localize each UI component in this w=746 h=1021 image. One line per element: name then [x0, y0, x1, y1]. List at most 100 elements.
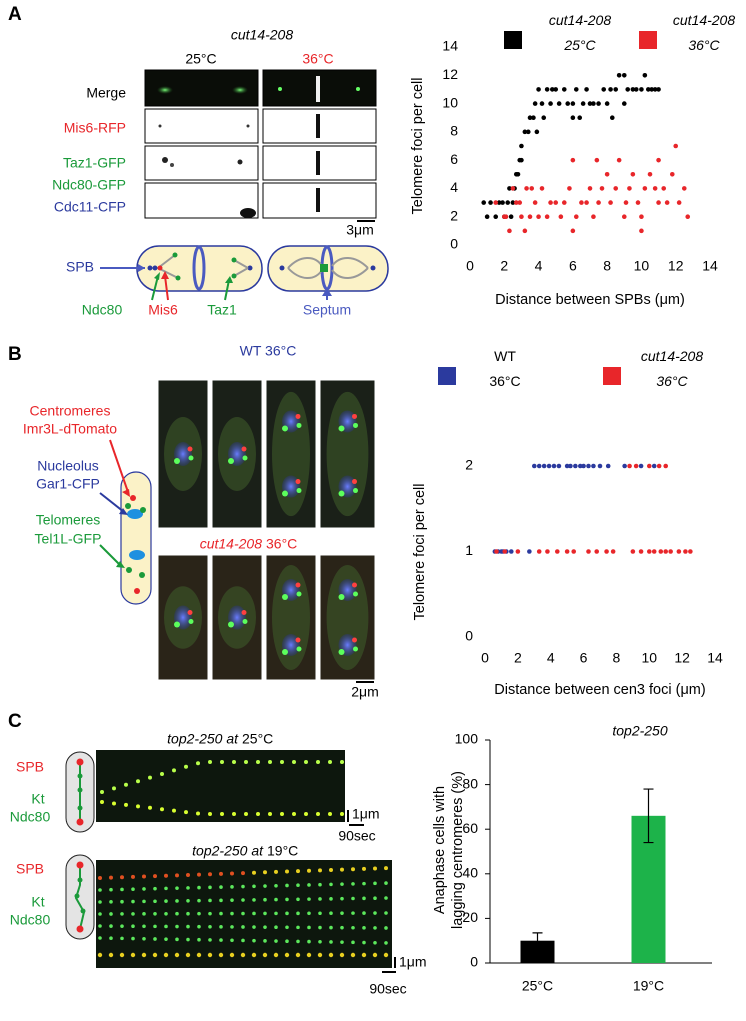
kymo-dot — [130, 952, 136, 958]
kymo-dot — [98, 900, 102, 904]
kymo-dot — [232, 812, 236, 816]
diagram-label: Tel1L-GFP — [35, 531, 102, 547]
spot — [353, 646, 358, 652]
kymo-dot — [153, 912, 157, 916]
kymo-dot — [317, 952, 323, 958]
legend-swatch — [603, 367, 621, 385]
kymo-dot — [304, 812, 308, 816]
diagram-label: Septum — [303, 302, 351, 318]
kymo-dot — [318, 897, 322, 901]
diagram-b — [99, 439, 152, 605]
kymo-dot — [307, 925, 311, 930]
point — [536, 463, 542, 469]
kymo-dot — [340, 812, 344, 816]
point — [656, 157, 661, 163]
row-label: Taz1-GFP — [63, 155, 126, 171]
diagram-label: Taz1 — [207, 302, 237, 318]
kymo-dot — [175, 911, 179, 916]
kymo-dot — [307, 939, 311, 944]
kymo-dot — [131, 924, 135, 929]
kymo-dot — [197, 924, 201, 929]
kymo-dot — [362, 881, 366, 886]
spot — [296, 591, 302, 597]
kymo-dot — [120, 936, 124, 941]
kymo-dot — [208, 938, 212, 942]
point — [532, 101, 538, 106]
point — [621, 214, 627, 220]
spot — [241, 446, 247, 452]
kymo-dot — [296, 883, 300, 888]
kymo-dot — [109, 924, 113, 928]
temp-label: 36°C — [302, 51, 333, 67]
point — [633, 463, 639, 469]
kymo-dot — [153, 899, 157, 904]
point — [548, 200, 553, 205]
spot — [353, 422, 358, 428]
kymo-dot — [120, 924, 124, 928]
kymo-dot — [160, 772, 164, 776]
kymo-dot — [230, 871, 234, 876]
spot — [352, 479, 357, 485]
point — [567, 186, 572, 191]
spot — [338, 594, 345, 600]
point — [613, 186, 619, 191]
kymo-dot — [274, 897, 278, 902]
kymo-dot — [98, 912, 102, 916]
spot — [282, 490, 288, 497]
kymo-dot — [163, 952, 169, 958]
kymo-dot — [218, 952, 224, 958]
point — [570, 228, 576, 234]
kymo-dot — [220, 812, 224, 816]
kymo-dot — [263, 897, 267, 902]
kymo-dot — [152, 952, 158, 958]
kymo-dot — [340, 760, 344, 764]
y-tick-label: 0 — [465, 628, 473, 644]
point — [630, 171, 636, 177]
kymo-dot — [256, 812, 260, 816]
x-tick-label: 4 — [535, 258, 543, 274]
row-label: Cdc11-CFP — [54, 199, 126, 215]
point — [573, 87, 579, 92]
point — [625, 87, 631, 92]
scale-bar-label: 2μm — [351, 684, 379, 700]
x-tick-label: 12 — [674, 650, 690, 666]
y-tick-label: 0 — [450, 236, 458, 252]
point — [616, 72, 622, 78]
kymo-dot — [362, 866, 366, 871]
x-axis-title: Distance between cen3 foci (μm) — [494, 682, 705, 698]
diagram-label: Imr3L-dTomato — [23, 421, 117, 437]
point — [642, 186, 648, 191]
kymo-dot — [184, 810, 188, 815]
kymo-dot — [285, 925, 289, 930]
x-tick-label: 25°C — [522, 978, 553, 994]
kymo-dot — [384, 911, 388, 915]
error-bar — [532, 932, 543, 950]
point — [556, 101, 562, 106]
point — [656, 463, 662, 469]
kymo-dot — [97, 952, 103, 958]
kymo-dot — [252, 925, 256, 929]
spot — [296, 646, 302, 652]
kymo-dot — [285, 939, 289, 944]
y-tick-label: 20 — [462, 909, 478, 925]
point — [651, 549, 657, 554]
kymo-dot — [241, 884, 245, 889]
kymo-dot — [160, 807, 164, 812]
point — [503, 214, 509, 220]
spot — [187, 610, 193, 615]
kymo-dot — [295, 952, 301, 958]
spot — [282, 594, 288, 600]
kymo-dot — [307, 883, 311, 887]
point — [570, 101, 576, 106]
kymo-dot — [241, 911, 245, 916]
spot — [188, 455, 194, 461]
point — [508, 214, 514, 220]
kymo-dot — [351, 882, 355, 886]
point — [573, 463, 578, 469]
x-tick-label: 8 — [613, 650, 621, 666]
strain-label: cut14-208 — [231, 27, 293, 43]
spot — [282, 425, 288, 432]
kymo-dot — [141, 952, 147, 958]
x-tick-label: 2 — [514, 650, 522, 666]
point — [539, 101, 545, 106]
